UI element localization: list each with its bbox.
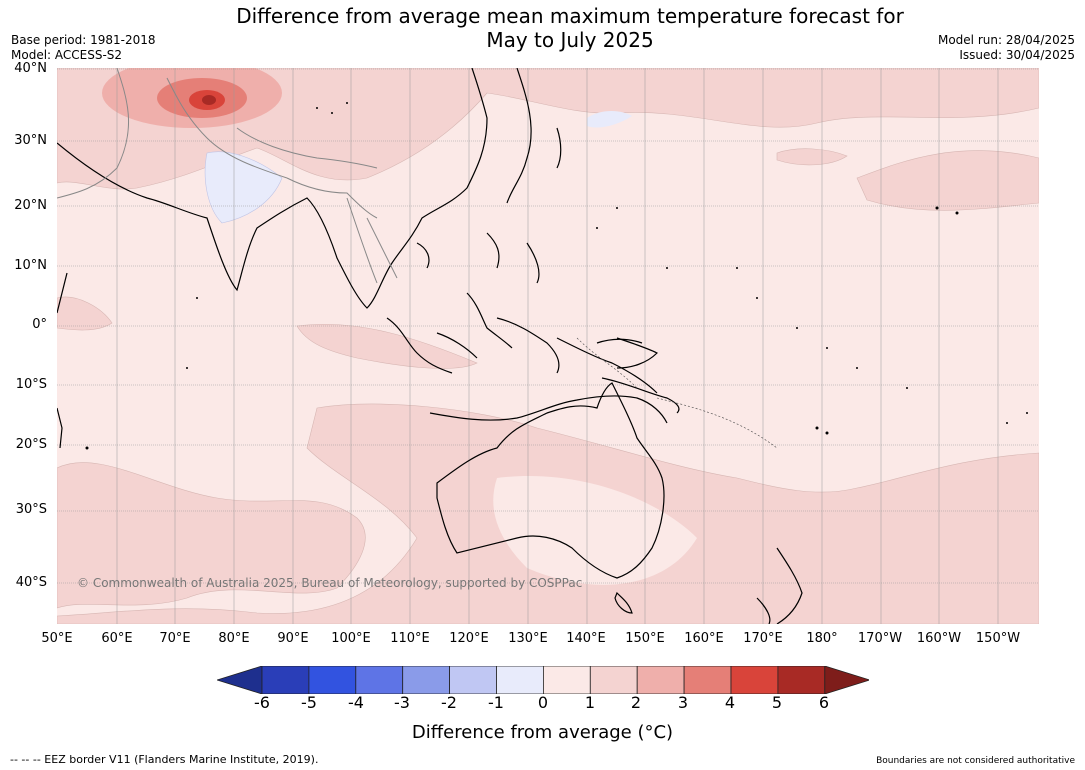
colorbar-tick: 0 bbox=[537, 693, 549, 712]
lat-label: 0° bbox=[32, 317, 47, 332]
colorbar-tick: -5 bbox=[301, 693, 317, 712]
meta-left: Base period: 1981-2018 Model: ACCESS-S2 bbox=[11, 33, 156, 63]
lon-label: 60°E bbox=[101, 631, 133, 646]
colorbar-tick: -2 bbox=[441, 693, 457, 712]
boundaries-disclaimer: Boundaries are not considered authoritat… bbox=[876, 756, 1075, 766]
lat-label: 40°S bbox=[15, 575, 47, 590]
lon-label: 130°E bbox=[508, 631, 548, 646]
lon-label: 140°E bbox=[566, 631, 606, 646]
lat-label: 30°N bbox=[14, 133, 47, 148]
colorbar-tick: 1 bbox=[584, 693, 596, 712]
anomaly-negative-pacific bbox=[587, 111, 632, 128]
colorbar-tick: -1 bbox=[488, 693, 504, 712]
lon-label: 170°E bbox=[743, 631, 783, 646]
coastlines bbox=[57, 68, 803, 624]
country-borders bbox=[57, 68, 398, 284]
lat-label: 30°S bbox=[15, 502, 47, 517]
anomaly-hotspot-himalaya bbox=[102, 68, 282, 128]
lat-label: 20°N bbox=[14, 198, 47, 213]
colorbar-tick: 4 bbox=[724, 693, 736, 712]
colorbar-tick: 3 bbox=[677, 693, 689, 712]
lon-label: 170°W bbox=[857, 631, 903, 646]
colorbar-bin bbox=[402, 666, 450, 694]
colorbar-bin bbox=[217, 666, 263, 694]
lon-label: 70°E bbox=[159, 631, 191, 646]
lon-label: 160°E bbox=[684, 631, 724, 646]
title-line-1: Difference from average mean maximum tem… bbox=[236, 4, 904, 28]
colorbar-tick: 5 bbox=[771, 693, 783, 712]
lon-label: 110°E bbox=[390, 631, 430, 646]
meta-right: Model run: 28/04/2025 Issued: 30/04/2025 bbox=[938, 33, 1075, 63]
lat-label: 20°S bbox=[15, 437, 47, 452]
colorbar-bin bbox=[636, 666, 685, 694]
title-line-2: May to July 2025 bbox=[486, 28, 654, 52]
colorbar-bin bbox=[589, 666, 638, 694]
lon-label: 100°E bbox=[331, 631, 371, 646]
lat-label: 10°S bbox=[15, 377, 47, 392]
lon-label: 180° bbox=[806, 631, 838, 646]
anomaly-0-1-australia-hole bbox=[493, 476, 697, 585]
colorbar-bin bbox=[683, 666, 732, 694]
colorbar-bin bbox=[777, 666, 826, 694]
lon-label: 160°W bbox=[916, 631, 962, 646]
colorbar-bin bbox=[824, 666, 869, 694]
colorbar-bin bbox=[542, 666, 591, 694]
issued-date: Issued: 30/04/2025 bbox=[959, 48, 1075, 62]
colorbar-tick: 6 bbox=[818, 693, 830, 712]
lon-label: 120°E bbox=[449, 631, 489, 646]
colorbar-tick: -4 bbox=[348, 693, 364, 712]
map-panel[interactable]: © Commonwealth of Australia 2025, Bureau… bbox=[57, 68, 1039, 624]
base-period: Base period: 1981-2018 bbox=[11, 33, 156, 47]
copyright-notice: © Commonwealth of Australia 2025, Bureau… bbox=[77, 576, 583, 590]
lon-label: 50°E bbox=[41, 631, 73, 646]
graticule bbox=[57, 68, 1039, 624]
colorbar-bin bbox=[308, 666, 357, 694]
colorbar bbox=[217, 666, 869, 694]
colorbar-bin bbox=[355, 666, 404, 694]
colorbar-bin bbox=[496, 666, 544, 694]
colorbar-bin bbox=[449, 666, 497, 694]
map-svg bbox=[57, 68, 1039, 624]
eez-borders bbox=[576, 337, 778, 449]
lon-label: 80°E bbox=[218, 631, 250, 646]
colorbar-bin bbox=[261, 666, 310, 694]
colorbar-label: Difference from average (°C) bbox=[411, 722, 674, 743]
colorbar-tick: -6 bbox=[254, 693, 270, 712]
colorbar-bin bbox=[730, 666, 779, 694]
colorbar-tick: -3 bbox=[394, 693, 410, 712]
lat-label: 10°N bbox=[14, 258, 47, 273]
model-name: Model: ACCESS-S2 bbox=[11, 48, 123, 62]
lon-label: 150°W bbox=[975, 631, 1021, 646]
colorbar-tick: 2 bbox=[630, 693, 642, 712]
small-islands bbox=[85, 102, 1028, 450]
model-run: Model run: 28/04/2025 bbox=[937, 33, 1075, 47]
lon-label: 150°E bbox=[625, 631, 665, 646]
lon-label: 90°E bbox=[277, 631, 309, 646]
lat-label: 40°N bbox=[14, 61, 47, 76]
map-title: Difference from average mean maximum tem… bbox=[0, 4, 1085, 52]
eez-footnote: -- -- -- EEZ border V11 (Flanders Marine… bbox=[10, 753, 319, 766]
